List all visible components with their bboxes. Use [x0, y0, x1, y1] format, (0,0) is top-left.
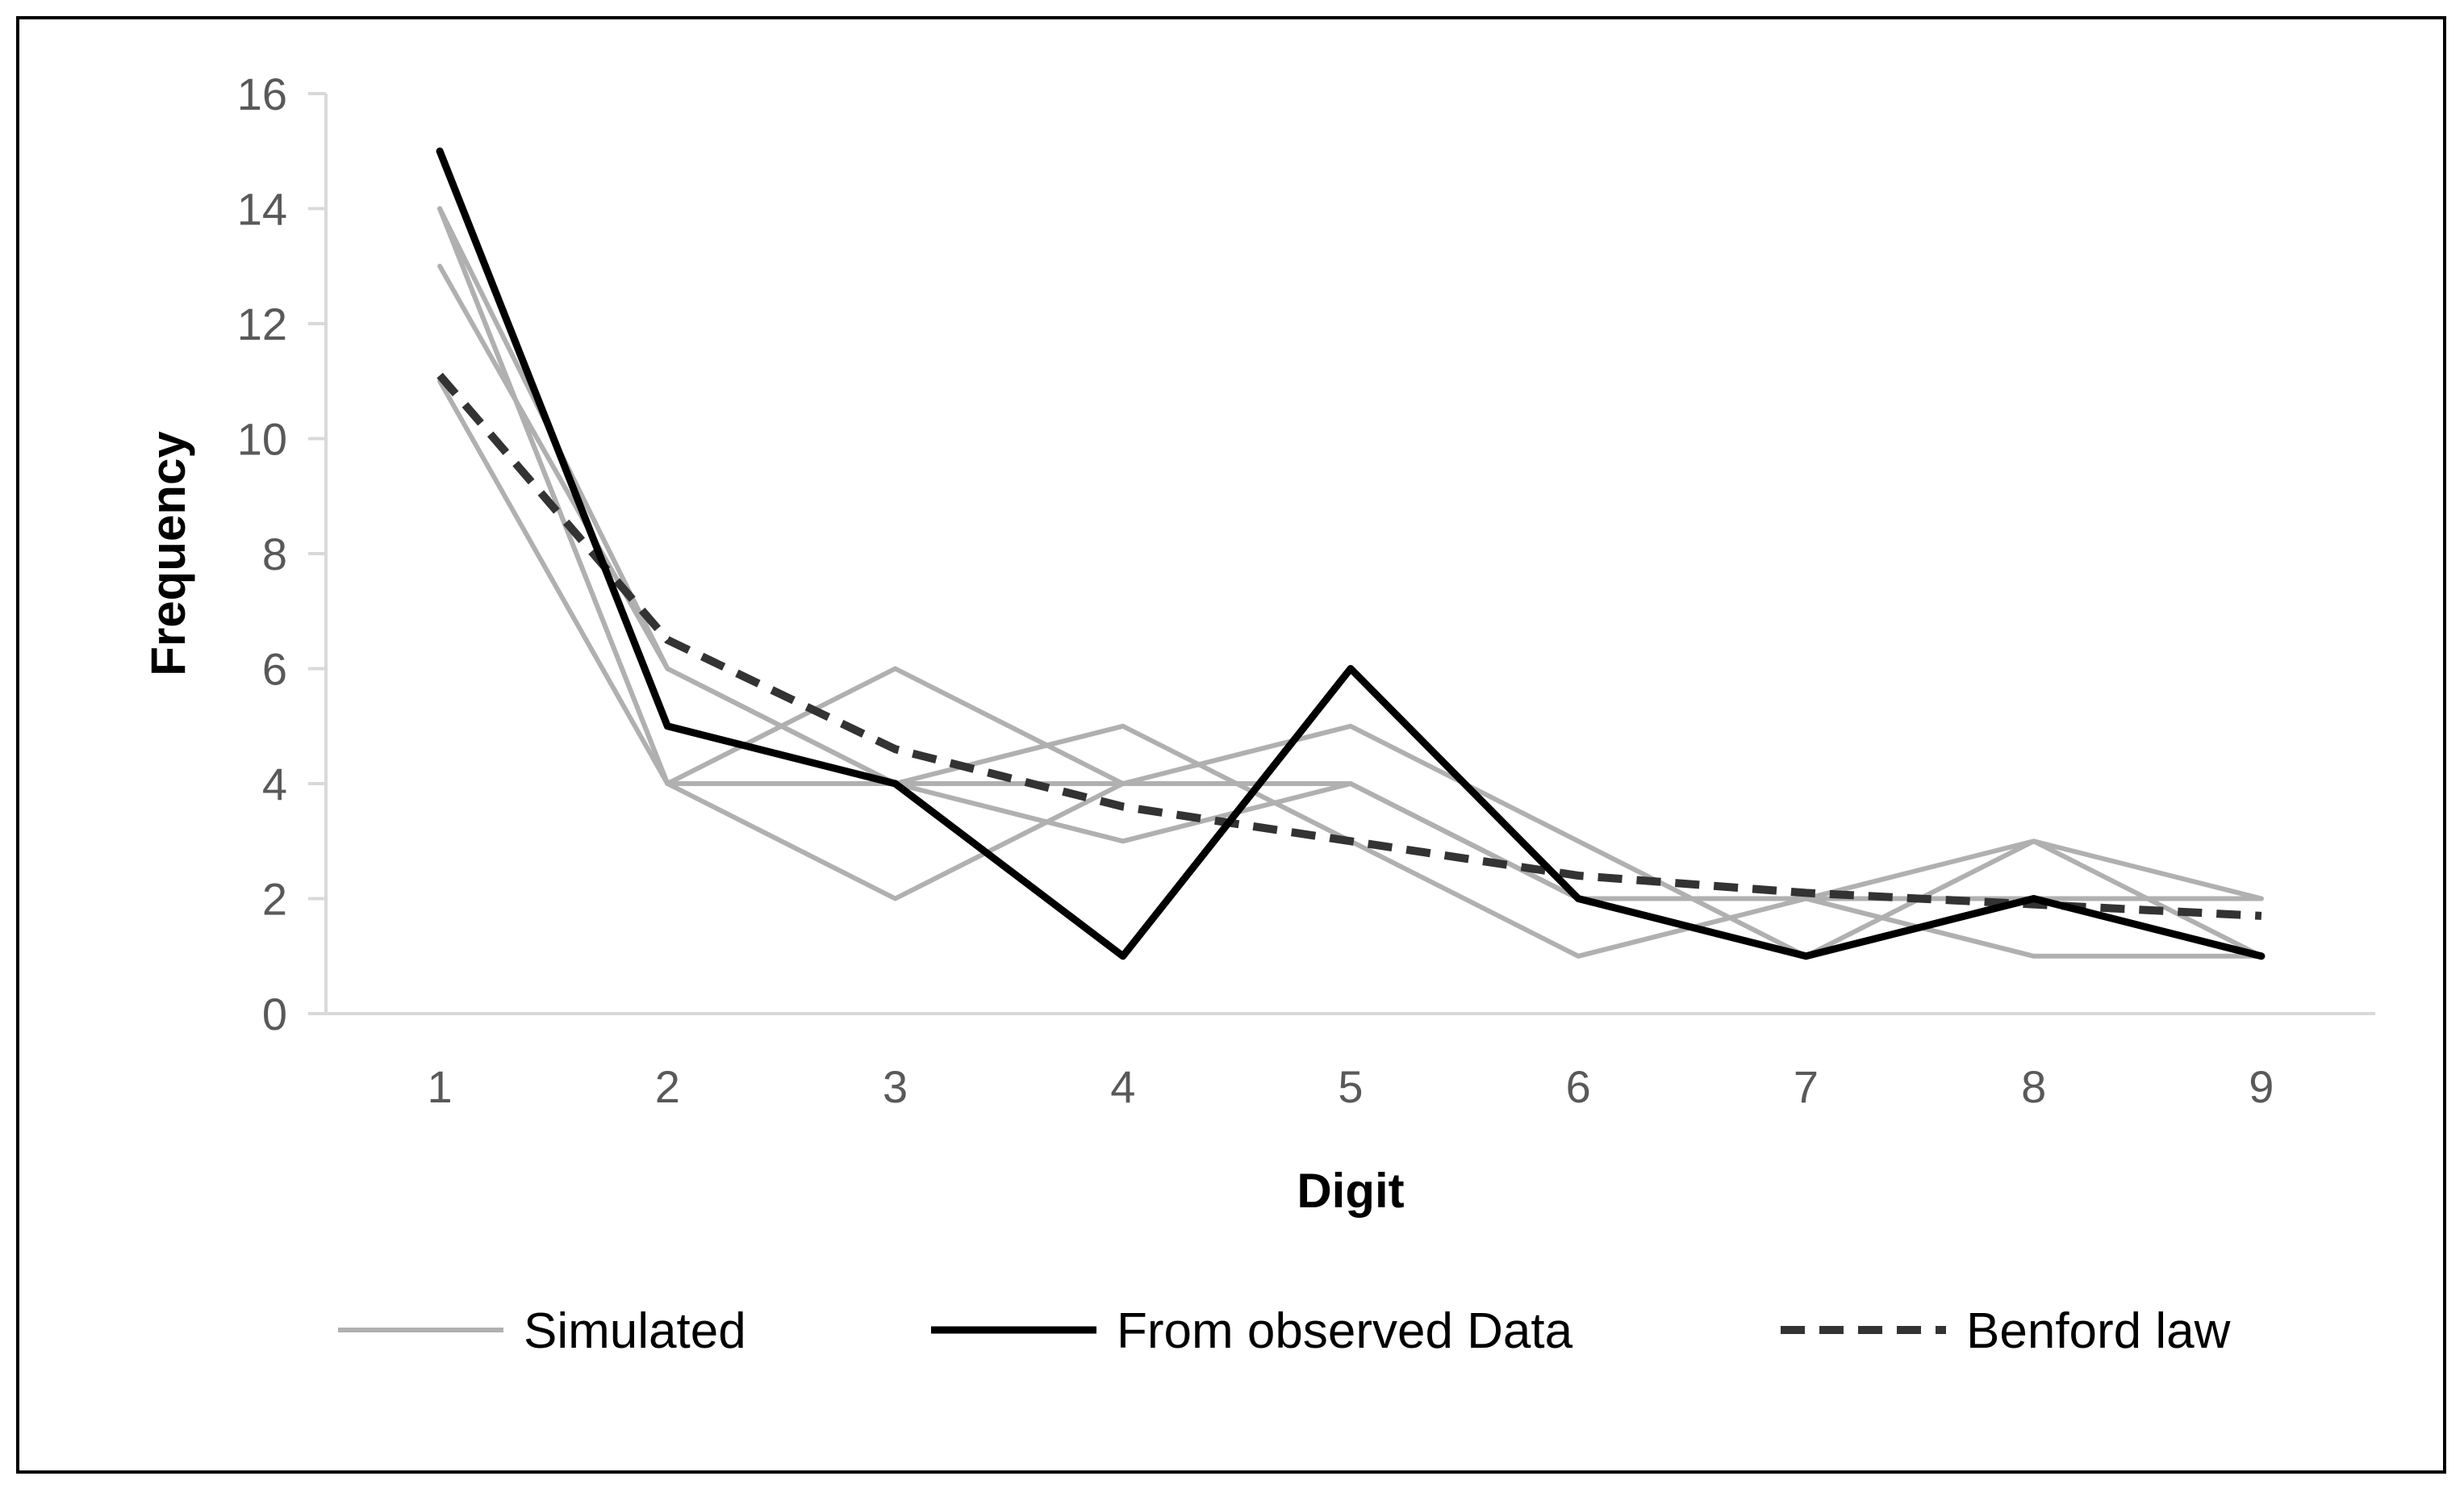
y-tick-label: 8 — [262, 529, 287, 579]
series-line-simulated-4 — [437, 206, 2264, 901]
legend-label-observed: From observed Data — [1117, 1303, 1573, 1359]
x-tick-label: 2 — [655, 1061, 680, 1112]
x-tick-label: 3 — [883, 1061, 908, 1112]
legend-label-simulated: Simulated — [524, 1303, 746, 1359]
legend-label-benford: Benford law — [1966, 1303, 2231, 1359]
x-axis-ticks: 1 2 3 4 5 6 7 8 9 — [428, 1061, 2274, 1112]
x-tick-label: 6 — [1566, 1061, 1591, 1112]
y-tick-label: 2 — [262, 874, 287, 925]
x-tick-label: 4 — [1110, 1061, 1135, 1112]
legend: Simulated From observed Data Benford law — [338, 1303, 2231, 1359]
x-tick-label: 7 — [1794, 1061, 1819, 1112]
y-tick-label: 16 — [237, 69, 287, 119]
x-tick-label: 8 — [2021, 1061, 2046, 1112]
x-axis-title: Digit — [1297, 1164, 1404, 1218]
y-tick-label: 12 — [237, 299, 287, 349]
x-tick-label: 1 — [428, 1061, 453, 1112]
plot-area — [324, 94, 2375, 1015]
series-line-benford-6 — [436, 372, 2262, 920]
y-tick-label: 14 — [237, 184, 287, 235]
y-tick-label: 6 — [262, 644, 287, 695]
y-tick-label: 10 — [237, 414, 287, 465]
y-tick-label: 0 — [262, 989, 287, 1039]
y-tick-label: 4 — [262, 759, 287, 809]
x-tick-label: 9 — [2249, 1061, 2274, 1112]
series-line-observed-5 — [436, 147, 2266, 960]
series-layer — [436, 147, 2266, 960]
y-axis-ticks: 0 2 4 6 8 10 12 14 16 — [237, 69, 326, 1039]
x-tick-label: 5 — [1338, 1061, 1363, 1112]
y-axis-title: Frequency — [141, 431, 195, 676]
